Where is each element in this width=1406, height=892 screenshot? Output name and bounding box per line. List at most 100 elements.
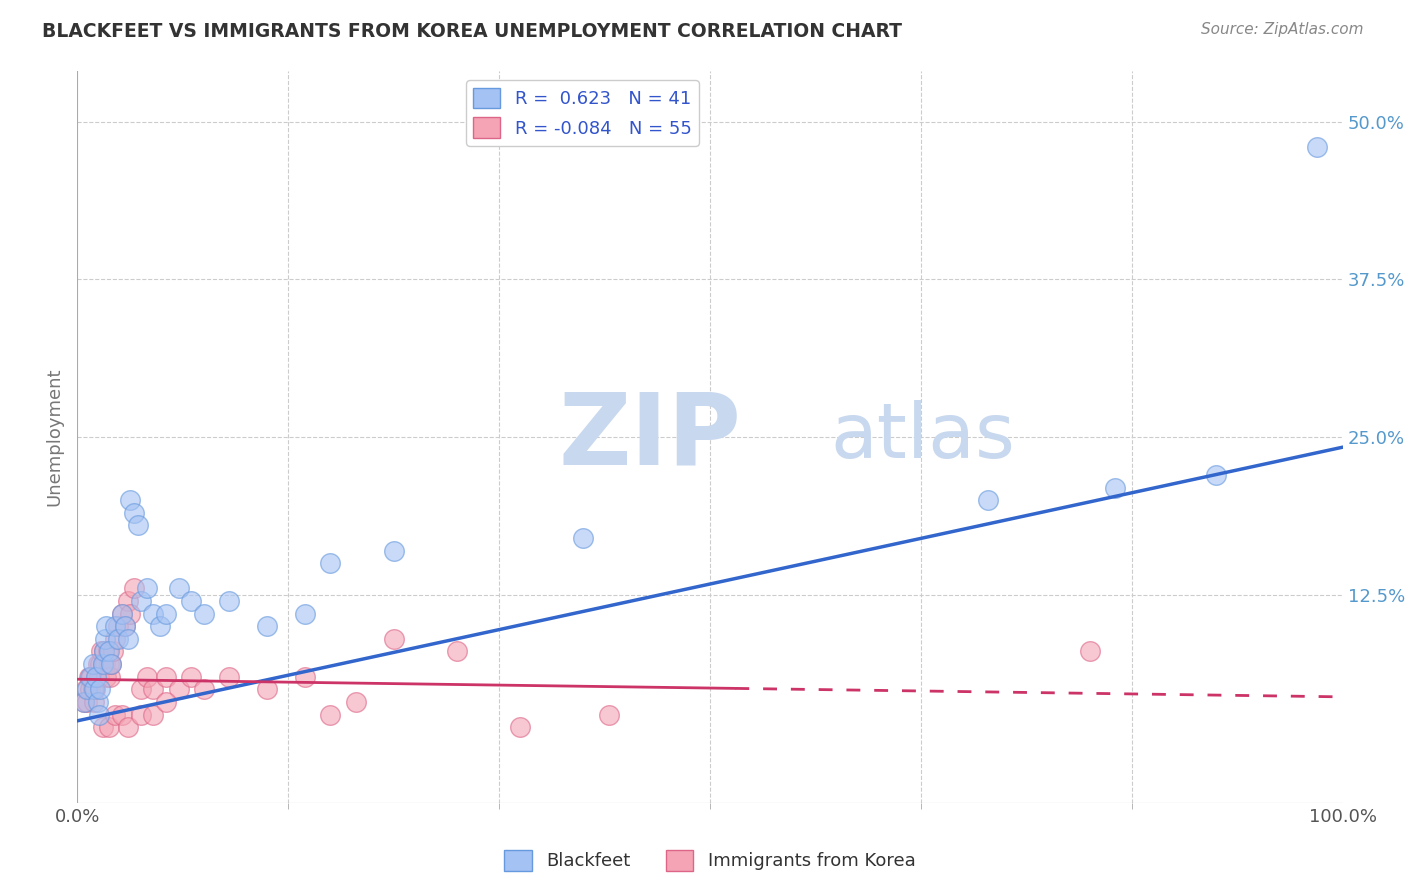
Point — [155, 607, 177, 621]
Point — [117, 594, 139, 608]
Point — [127, 518, 149, 533]
Point — [91, 657, 114, 671]
Point — [94, 657, 117, 671]
Point — [1205, 467, 1227, 482]
Point — [86, 657, 108, 671]
Point — [124, 582, 146, 596]
Point — [87, 707, 110, 722]
Point — [84, 682, 107, 697]
Point — [149, 619, 172, 633]
Point — [446, 644, 468, 658]
Point — [344, 695, 367, 709]
Point — [572, 531, 595, 545]
Point — [90, 644, 112, 658]
Point — [977, 493, 1000, 508]
Point — [218, 670, 240, 684]
Point — [180, 670, 202, 684]
Point — [91, 720, 114, 734]
Point — [142, 707, 165, 722]
Point — [120, 607, 142, 621]
Point — [120, 493, 142, 508]
Point — [82, 682, 104, 697]
Point — [104, 632, 127, 646]
Point — [96, 670, 118, 684]
Point — [96, 619, 118, 633]
Point — [73, 695, 96, 709]
Point — [319, 556, 342, 570]
Point — [89, 657, 111, 671]
Point — [1104, 481, 1126, 495]
Point — [77, 670, 100, 684]
Point — [129, 707, 152, 722]
Point — [180, 594, 202, 608]
Point — [98, 644, 120, 658]
Point — [294, 607, 316, 621]
Point — [76, 682, 98, 697]
Point — [193, 607, 215, 621]
Point — [142, 607, 165, 621]
Point — [83, 682, 105, 697]
Point — [94, 632, 117, 646]
Point — [167, 682, 190, 697]
Point — [107, 619, 129, 633]
Point — [509, 720, 531, 734]
Text: Source: ZipAtlas.com: Source: ZipAtlas.com — [1201, 22, 1364, 37]
Point — [124, 506, 146, 520]
Point — [155, 695, 177, 709]
Point — [79, 682, 101, 697]
Point — [89, 682, 111, 697]
Point — [86, 670, 108, 684]
Text: BLACKFEET VS IMMIGRANTS FROM KOREA UNEMPLOYMENT CORRELATION CHART: BLACKFEET VS IMMIGRANTS FROM KOREA UNEMP… — [42, 22, 903, 41]
Point — [319, 707, 342, 722]
Point — [111, 707, 132, 722]
Point — [76, 695, 98, 709]
Point — [79, 670, 101, 684]
Point — [155, 670, 177, 684]
Point — [114, 619, 136, 633]
Point — [382, 632, 405, 646]
Point — [73, 695, 96, 709]
Point — [136, 670, 159, 684]
Point — [111, 607, 132, 621]
Point — [218, 594, 240, 608]
Point — [136, 582, 159, 596]
Text: ZIP: ZIP — [558, 389, 741, 485]
Point — [142, 682, 165, 697]
Point — [382, 543, 405, 558]
Point — [114, 619, 136, 633]
Point — [1078, 644, 1101, 658]
Point — [104, 619, 127, 633]
Point — [100, 657, 122, 671]
Point — [129, 682, 152, 697]
Point — [83, 695, 105, 709]
Point — [98, 670, 121, 684]
Point — [93, 644, 115, 658]
Point — [107, 632, 129, 646]
Point — [256, 619, 278, 633]
Point — [80, 670, 103, 684]
Point — [98, 657, 120, 671]
Point — [1306, 140, 1329, 154]
Point — [256, 682, 278, 697]
Point — [111, 607, 132, 621]
Point — [193, 682, 215, 697]
Point — [167, 582, 190, 596]
Y-axis label: Unemployment: Unemployment — [45, 368, 63, 507]
Point — [117, 720, 139, 734]
Point — [86, 670, 108, 684]
Point — [100, 657, 122, 671]
Point — [93, 644, 115, 658]
Point — [98, 720, 120, 734]
Point — [101, 644, 124, 658]
Point — [117, 632, 139, 646]
Point — [91, 657, 114, 671]
Point — [86, 695, 108, 709]
Point — [598, 707, 620, 722]
Point — [82, 657, 104, 671]
Point — [294, 670, 316, 684]
Point — [75, 682, 97, 697]
Text: atlas: atlas — [830, 401, 1015, 474]
Legend: Blackfeet, Immigrants from Korea: Blackfeet, Immigrants from Korea — [498, 843, 922, 878]
Point — [129, 594, 152, 608]
Point — [97, 644, 120, 658]
